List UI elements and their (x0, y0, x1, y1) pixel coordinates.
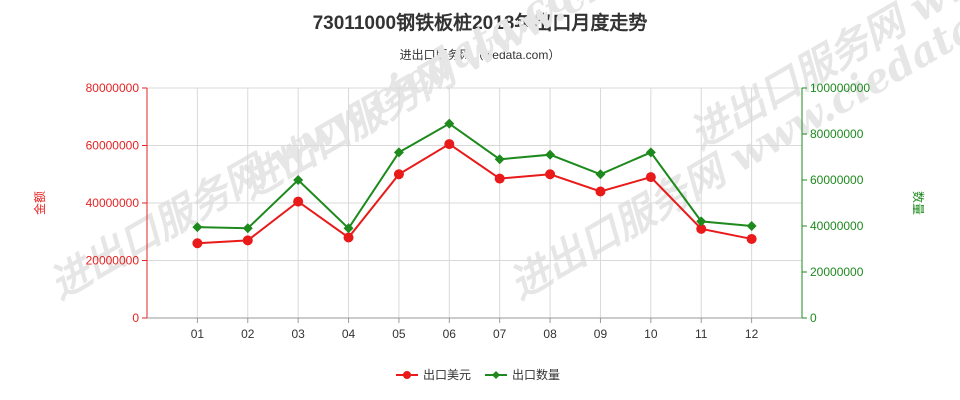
series-point-1 (242, 235, 253, 246)
series-point-1 (545, 169, 556, 180)
legend-swatch-marker (492, 371, 500, 379)
legend-swatch-marker (403, 371, 411, 379)
series-point-1 (746, 233, 757, 244)
left-axis-title: 金额 (32, 191, 47, 215)
right-tick-label: 40000000 (810, 219, 864, 233)
series-point-1 (393, 169, 404, 180)
series-point-1 (343, 232, 354, 243)
series-point-2 (545, 149, 556, 160)
left-tick-label: 40000000 (86, 196, 140, 210)
x-tick-label: 11 (695, 327, 708, 341)
series-point-1 (595, 186, 606, 197)
series-point-2 (595, 169, 606, 180)
series-point-1 (192, 238, 203, 249)
legend[interactable]: 出口美元 出口数量 (396, 367, 560, 382)
right-tick-label: 20000000 (810, 265, 864, 279)
series-point-2 (645, 147, 656, 158)
x-tick-label: 04 (342, 327, 356, 341)
series-point-2 (242, 223, 253, 234)
x-tick-label: 07 (493, 327, 507, 341)
x-tick-label: 02 (241, 327, 255, 341)
series-point-1 (645, 172, 656, 183)
series-point-2 (192, 222, 203, 233)
right-axis-title: 数量 (911, 191, 926, 215)
series-point-2 (494, 154, 505, 165)
series-point-1 (444, 139, 455, 150)
series-point-2 (444, 118, 455, 129)
series-layer (192, 118, 757, 249)
series-line-2 (197, 122, 752, 230)
legend-label: 出口数量 (512, 367, 560, 382)
x-tick-label: 06 (443, 327, 457, 341)
legend-label: 出口美元 (423, 368, 471, 382)
right-tick-label: 80000000 (810, 127, 864, 141)
series-line-1 (197, 142, 752, 245)
series-point-1 (293, 196, 304, 207)
series-point-2 (746, 221, 757, 231)
legend-item-2[interactable]: 出口数量 (485, 367, 560, 382)
series-point-2 (343, 223, 354, 234)
series-point-1 (494, 173, 505, 184)
series-point-1 (696, 223, 707, 234)
series-point-2 (393, 147, 404, 158)
left-tick-label: 60000000 (86, 139, 140, 153)
x-tick-label: 05 (392, 327, 406, 341)
x-tick-label: 12 (745, 327, 759, 341)
chart-title: 73011000钢铁板桩2018年出口月度走势 (312, 13, 648, 34)
axes: 0 20000000 40000000 60000000 80000000 0 200000… (32, 81, 926, 341)
x-tick-label: 01 (191, 327, 205, 341)
series-point-2 (696, 216, 707, 227)
right-tick-label: 100000000 (810, 81, 870, 95)
left-tick-label: 0 (132, 311, 139, 325)
x-tick-label: 09 (594, 327, 608, 341)
right-tick-label: 0 (810, 311, 817, 325)
x-tick-label: 08 (543, 327, 557, 341)
x-tick-label: 03 (291, 327, 305, 341)
right-tick-label: 60000000 (810, 173, 864, 187)
left-tick-label: 80000000 (86, 81, 140, 95)
legend-item-1[interactable]: 出口美元 (396, 368, 471, 382)
x-tick-label: 10 (644, 327, 658, 341)
left-tick-label: 20000000 (86, 254, 140, 268)
grid-lines (146, 87, 803, 319)
chart-subtitle: 进出口服务网（ciedata.com） (399, 48, 561, 62)
series-point-2 (293, 175, 304, 185)
